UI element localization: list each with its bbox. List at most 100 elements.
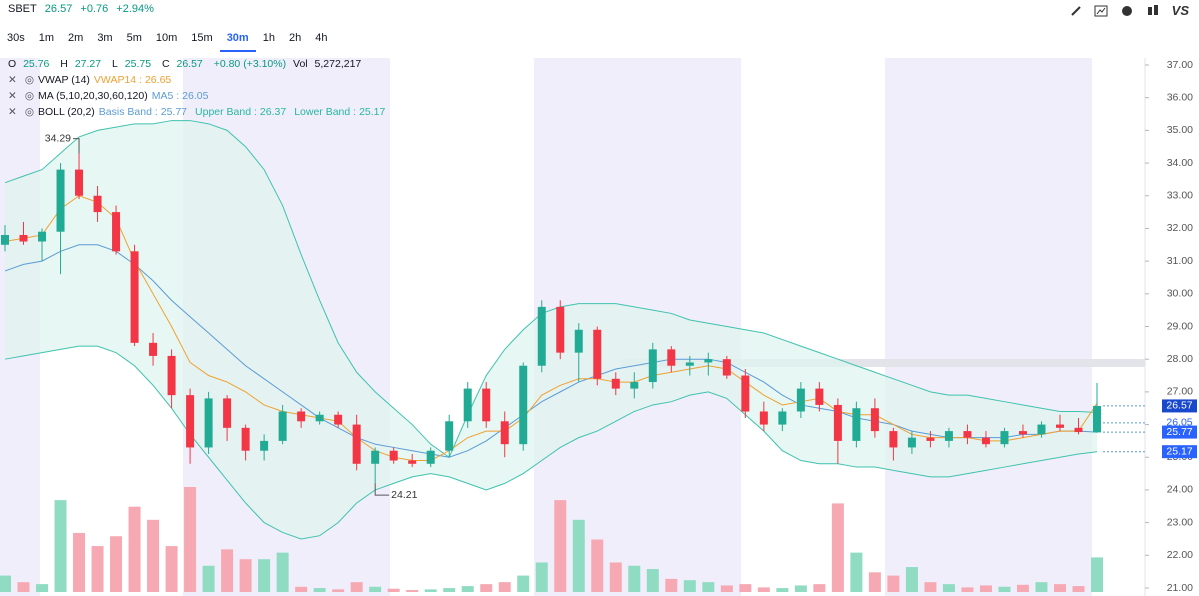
basis-tag-bg (1162, 425, 1197, 439)
remove-button[interactable]: ✕ (8, 90, 17, 102)
candle-body (981, 437, 990, 445)
upper-band (4, 120, 1098, 459)
alert-icon[interactable] (1120, 4, 1134, 18)
visibility-button[interactable]: ◎ (24, 90, 34, 102)
candle-body (149, 342, 158, 356)
timeframe-button[interactable]: 3m (97, 32, 113, 44)
candle-body (722, 359, 731, 376)
low-label: 24.21 (391, 489, 417, 501)
last-price-tag-bg (1162, 399, 1197, 413)
candle-body (1018, 431, 1027, 435)
candle-body (574, 329, 583, 353)
volume-bar (239, 559, 252, 592)
candle-body (944, 431, 953, 441)
ohlc-value: 25.76 (23, 58, 50, 70)
vwap-line (4, 195, 1098, 462)
indicator-value: Upper Band :26.37 (195, 106, 290, 118)
indicator-number: 25.77 (160, 106, 188, 118)
visibility-button[interactable]: ◎ (24, 74, 34, 86)
indicator-name: MA (5,10,20,30,60,120) (37, 90, 148, 102)
visibility-button[interactable]: ◎ (24, 106, 34, 118)
candle-body (112, 212, 121, 252)
volume-bar (942, 584, 955, 592)
y-tick-label: 24.00 (1167, 484, 1193, 496)
indicator-name: VWAP (14) (37, 74, 90, 86)
candle-body (445, 421, 454, 451)
y-tick-label: 30.00 (1167, 288, 1193, 300)
timeframe-button[interactable]: 1h (262, 32, 275, 44)
volume-bar (443, 588, 456, 592)
indicator-row: ✕ ◎ VWAP (14) VWAP14 :26.65 (8, 74, 179, 86)
basis-tag: 25.77 (1166, 426, 1192, 438)
timeframe-button[interactable]: 30s (7, 32, 25, 44)
y-tick-label: 29.00 (1167, 320, 1193, 332)
ohlc-value: 27.27 (74, 58, 102, 70)
volume-bar (0, 575, 11, 592)
volume-bar (905, 567, 918, 592)
timeframe-button[interactable]: 10m (155, 32, 178, 44)
indicator-value: VWAP14 :26.65 (94, 74, 175, 86)
timeframe-bar: 30s 1m 2m 3m 5m 10m 15m 30m 1h 2h 4h (0, 30, 334, 52)
y-tick-label: 34.00 (1167, 157, 1193, 169)
candle-body (426, 450, 435, 464)
volume-bar (1053, 584, 1066, 592)
candle-body (19, 234, 28, 242)
last-price: 26.57 (44, 3, 73, 15)
volume-bar (17, 582, 30, 592)
indicator-label: Lower Band : (294, 106, 357, 118)
volume-bar (998, 586, 1011, 592)
y-tick-label: 23.00 (1167, 516, 1193, 528)
candle-body (167, 355, 176, 396)
y-tick-label: 36.00 (1167, 91, 1193, 103)
ohlc-value: 25.75 (124, 58, 152, 70)
y-tick-label: 31.00 (1167, 255, 1193, 267)
symbol-header: SBET 26.57 +0.76 +2.94% (8, 3, 159, 15)
timeframe-button[interactable]: 4h (315, 32, 328, 44)
timeframe-button[interactable]: 2h (288, 32, 302, 44)
indicator-label: MA5 : (151, 90, 180, 102)
volume-bar (591, 539, 604, 592)
draw-icon[interactable] (1070, 5, 1082, 17)
volume-bar (221, 549, 234, 592)
ohlc-key: H (60, 58, 68, 70)
indicator-number: 26.37 (259, 106, 287, 118)
candle-body (1055, 424, 1064, 428)
candle-body (389, 450, 398, 461)
timeframe-button[interactable]: 2m (68, 32, 84, 44)
remove-button[interactable]: ✕ (8, 106, 17, 118)
volume-bar (36, 584, 49, 592)
candles-icon[interactable] (1146, 4, 1160, 18)
candle-body (223, 398, 232, 428)
candle-body (1000, 431, 1009, 445)
y-tick-label: 37.00 (1167, 59, 1193, 71)
candle-body (260, 440, 269, 451)
candle-body (741, 375, 750, 412)
toolbar-icons: VS (1070, 3, 1189, 18)
candle-body (371, 450, 380, 464)
volume-bar (572, 519, 585, 592)
timeframe-button[interactable]: 5m (126, 32, 142, 44)
timeframe-button[interactable]: 30m (219, 30, 256, 52)
candle-body (1074, 427, 1083, 433)
chart-type-icon[interactable] (1094, 5, 1108, 17)
timeframe-button[interactable]: 1m (38, 32, 55, 44)
y-tick-label: 32.00 (1167, 222, 1193, 234)
timeframe-button[interactable]: 15m (191, 32, 213, 44)
volume-bar (1091, 557, 1103, 592)
candle-body (630, 382, 639, 389)
candle-body (1037, 424, 1046, 435)
volume-bar (313, 588, 326, 592)
volume-bar (739, 584, 752, 592)
remove-button[interactable]: ✕ (8, 74, 17, 86)
price-change: +0.76 (80, 3, 109, 15)
candle-body (778, 411, 787, 425)
volume-bar (184, 487, 197, 592)
candle-body (334, 414, 343, 425)
indicator-value: Lower Band :25.17 (294, 106, 389, 118)
candle-body (352, 424, 361, 464)
indicator-label: Upper Band : (195, 106, 257, 118)
ohlc-change: +0.80 (+3.10%) (213, 58, 287, 70)
y-tick-label: 22.00 (1167, 549, 1193, 561)
volume-bar (646, 569, 659, 592)
volume-bar (350, 582, 363, 592)
